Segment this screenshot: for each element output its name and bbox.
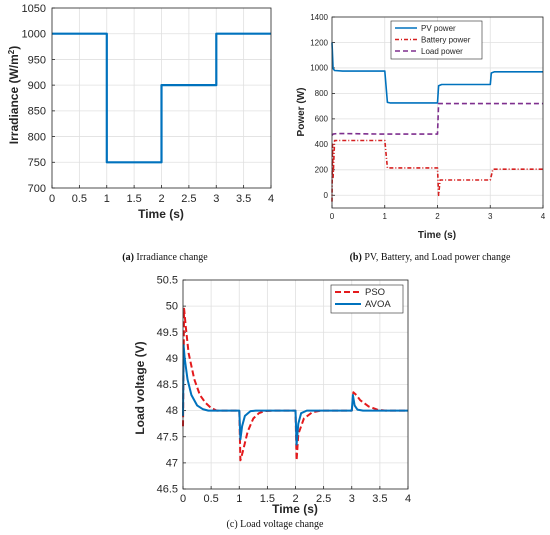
y-axis-label: Power (W) [296,88,307,137]
y-axis-label-sup: 2 [7,49,16,54]
caption-text: Load voltage change [238,519,324,530]
caption-text: PV, Battery, and Load power change [362,252,511,263]
series-line-pv-power [331,42,543,104]
plot-frame [331,16,544,209]
x-tick-labels: 0 0.5 1 1.5 2 2.5 3 3.5 4 [180,493,411,505]
x-axis-label: Time (s) [272,502,318,516]
y-tick-label: 49.5 [157,327,178,339]
panel-irradiance: 0 0.5 1 1.5 2 2.5 3 3.5 4 700 750 800 850 900 950 1000… [7,3,275,263]
legend-label: Load power [421,47,463,56]
x-tick-label: 2.5 [316,493,331,505]
x-tick-label: 2 [292,493,298,505]
y-axis-label-main: Irradiance (W/m [7,54,21,144]
plot-frame [51,7,272,189]
caption: (b) PV, Battery, and Load power change [350,252,511,263]
series-line-load-power [331,102,543,136]
x-tick-label: 3 [349,493,355,505]
x-tick-labels: 0 1 2 3 4 [330,212,546,221]
x-tick-label: 4 [541,212,546,221]
panel-power: 0 1 2 3 4 0 200 400 600 800 1000 1200 1400 PV power… [296,13,546,263]
x-tick-label: 1 [236,493,242,505]
y-tick-label: 50.5 [157,275,178,287]
x-tick-label: 3 [213,193,219,205]
caption-label: (b) [350,252,362,263]
legend: PV power Battery power Load power [390,20,483,60]
series-line-avoa [182,344,408,446]
x-tick-labels: 0 0.5 1 1.5 2 2.5 3 3.5 4 [49,193,274,205]
series-line-0 [52,32,271,164]
y-tick-label: 850 [28,106,46,118]
y-tick-label: 47 [166,457,178,469]
legend-box [330,284,404,314]
y-tick-label: 50 [166,301,178,313]
x-tick-label: 0 [330,212,335,221]
y-tick-label: 1000 [22,29,46,41]
y-tick-label: 600 [315,115,329,124]
x-tick-label: 1 [104,193,110,205]
x-tick-label: 1.5 [126,193,141,205]
x-tick-label: 0 [180,493,186,505]
legend-label: AVOA [365,299,391,310]
y-tick-label: 800 [28,131,46,143]
x-tick-label: 0.5 [203,493,218,505]
y-tick-label: 49 [166,353,178,365]
y-tick-label: 1000 [310,64,328,73]
y-tick-label: 0 [324,191,329,200]
x-tick-label: 3 [488,212,493,221]
caption-text: Irradiance change [134,252,208,263]
y-tick-label: 900 [28,80,46,92]
caption: (a) Irradiance change [122,252,208,263]
y-tick-label: 750 [28,157,46,169]
x-axis-label: Time (s) [138,207,184,221]
x-tick-label: 3.5 [236,193,251,205]
x-tick-label: 1.5 [260,493,275,505]
y-tick-label: 48 [166,405,178,417]
y-axis-label: Irradiance (W/m2) [7,46,22,144]
x-tick-label: 4 [268,193,274,205]
plot-frame [182,279,409,490]
y-axis-label: Load voltage (V) [133,341,147,434]
caption-label: (c) [227,519,238,530]
panel-load-voltage: 0 0.5 1 1.5 2 2.5 3 3.5 4 46.5 47 47.5 48 48.5 49 49.5… [133,275,411,531]
y-tick-label: 700 [28,183,46,195]
y-tick-label: 950 [28,54,46,66]
y-tick-label: 200 [315,166,329,175]
x-axis-label: Time (s) [418,230,456,241]
legend-label: PSO [365,287,385,298]
y-tick-label: 1050 [22,3,46,15]
y-tick-labels: 0 200 400 600 800 1000 1200 1400 [310,13,328,200]
x-tick-label: 2 [435,212,440,221]
x-tick-label: 4 [405,493,411,505]
y-tick-labels: 46.5 47 47.5 48 48.5 49 49.5 50 50.5 [157,275,178,496]
x-tick-label: 1 [383,212,388,221]
y-tick-label: 1400 [310,13,328,22]
x-tick-label: 0 [49,193,55,205]
legend-label: Battery power [421,36,471,45]
y-tick-label: 800 [315,89,329,98]
caption: (c) Load voltage change [227,519,324,530]
y-tick-label: 47.5 [157,431,178,443]
series-line-battery-power [331,139,543,202]
x-tick-label: 2.5 [181,193,196,205]
series-layer [331,16,544,208]
y-tick-label: 400 [315,140,329,149]
x-tick-label: 3.5 [372,493,387,505]
y-tick-labels: 700 750 800 850 900 950 1000 1050 [22,3,46,195]
x-tick-label: 0.5 [72,193,87,205]
y-tick-label: 1200 [310,38,328,47]
y-tick-label: 48.5 [157,379,178,391]
y-tick-label: 46.5 [157,484,178,496]
x-tick-label: 2 [158,193,164,205]
legend-label: PV power [421,24,456,33]
caption-label: (a) [122,252,134,263]
y-axis-label-close: ) [7,46,21,50]
